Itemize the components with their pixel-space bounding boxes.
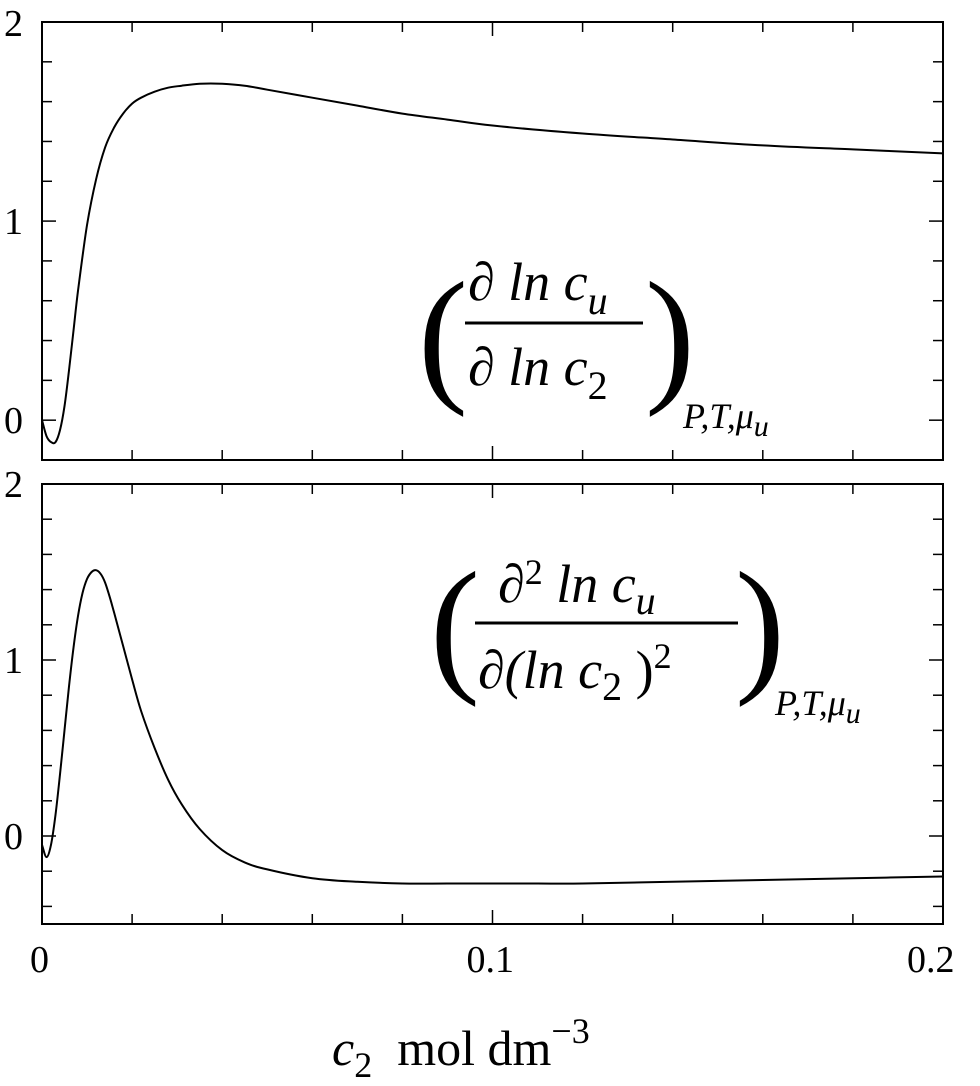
annotation-top-subscript: P,T,μu	[682, 396, 769, 443]
x-axis-title: c2 mol dm−3	[332, 1011, 590, 1085]
annotation-top-close-paren: )	[645, 252, 695, 418]
tick-labels-top: 0 1 2	[4, 3, 23, 442]
annotation-bottom-open-paren: (	[430, 542, 480, 708]
ticks-bottom	[41, 483, 944, 924]
y-tick-label-top-2: 2	[4, 3, 23, 45]
y-tick-label-bottom-0: 0	[4, 816, 23, 858]
x-tick-label-2: 0.2	[907, 939, 955, 981]
annotation-top-numerator: ∂ ln cu	[468, 252, 608, 323]
y-tick-label-top-0: 0	[4, 400, 23, 442]
panel-top: 0 1 2	[4, 3, 944, 461]
annotation-bottom-close-paren: )	[735, 542, 785, 708]
annotation-top: ( ∂ ln cu ∂ ln c2 ) P,T,μu	[418, 252, 769, 443]
tick-labels-bottom: 0 1 2 0 0.1 0.2	[4, 464, 955, 981]
series-line-top	[41, 82, 944, 445]
y-tick-label-bottom-2: 2	[4, 464, 23, 506]
x-tick-label-1: 0.1	[467, 939, 515, 981]
annotation-top-denominator: ∂ ln c2	[468, 337, 608, 408]
y-tick-label-top-1: 1	[4, 201, 23, 243]
y-tick-label-bottom-1: 1	[4, 640, 23, 682]
annotation-top-open-paren: (	[418, 252, 468, 418]
x-tick-label-0: 0	[30, 939, 49, 981]
annotation-bottom-numerator: ∂2 ln cu	[498, 552, 656, 623]
annotation-bottom-denominator: ∂(ln c2 )2	[478, 636, 672, 709]
ticks-top	[41, 21, 944, 461]
annotation-bottom-subscript: P,T,μu	[774, 683, 861, 730]
panel-bottom: 0 1 2 0 0.1 0.2	[4, 464, 955, 981]
annotation-bottom: ( ∂2 ln cu ∂(ln c2 )2 ) P,T,μu	[430, 542, 861, 730]
series-line-bottom	[41, 569, 944, 885]
